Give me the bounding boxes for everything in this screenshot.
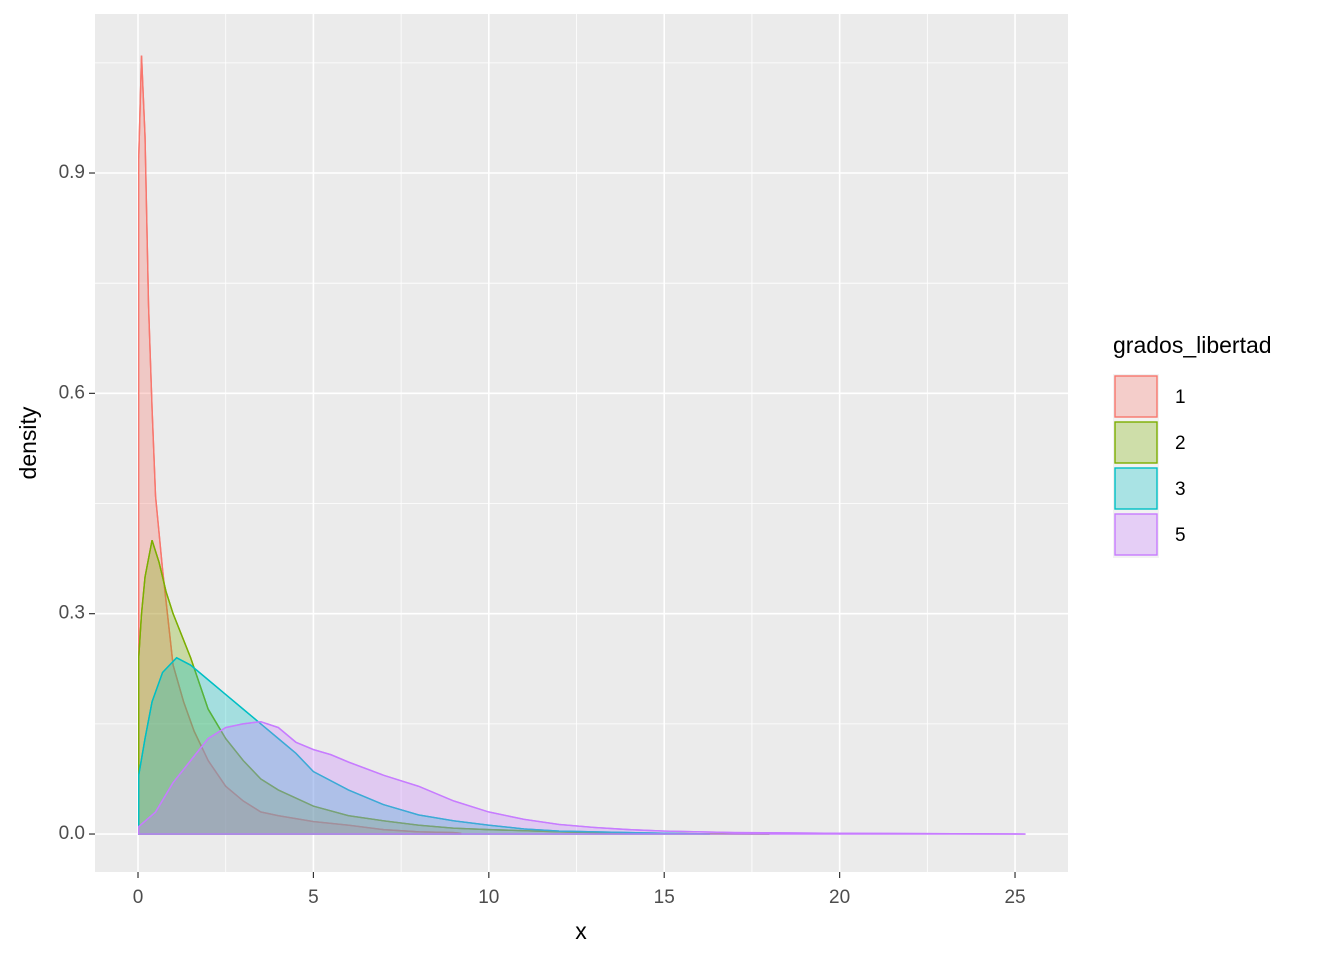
legend-title: grados_libertad	[1113, 332, 1272, 358]
legend-key	[1114, 375, 1158, 418]
x-tick-label: 20	[829, 887, 850, 908]
plot-area	[138, 55, 1026, 835]
axes: 0 5 10 15 20 25 0.0 0.3 0.6 0.9	[59, 162, 1026, 908]
x-tick-label: 0	[133, 887, 144, 908]
density-line	[138, 540, 770, 835]
x-tick-label: 10	[478, 887, 499, 908]
legend-key-background	[1113, 512, 1159, 558]
y-tick-label: 0.9	[59, 162, 85, 183]
x-tick-label: 15	[654, 887, 675, 908]
legend-key	[1114, 467, 1158, 510]
legend-label: 2	[1175, 433, 1186, 454]
density-line	[138, 720, 1026, 835]
panel-background	[95, 14, 1068, 872]
x-tick-label: 5	[308, 887, 319, 908]
grid	[95, 14, 1068, 872]
y-axis-title: density	[15, 406, 41, 479]
legend-label: 5	[1175, 525, 1186, 546]
legend-key	[1114, 421, 1158, 464]
legend-key-background	[1113, 420, 1159, 466]
legend: 1 2 3 5	[1113, 374, 1186, 558]
legend-label: 1	[1175, 387, 1186, 408]
legend-key-background	[1113, 374, 1159, 420]
x-tick-label: 25	[1004, 887, 1025, 908]
y-tick-label: 0.3	[59, 603, 85, 624]
density-line	[138, 656, 710, 835]
legend-key-background	[1113, 466, 1159, 512]
x-axis-title: x	[575, 918, 587, 944]
y-tick-label: 0.6	[59, 382, 85, 403]
density-line	[138, 55, 461, 834]
legend-label: 3	[1175, 479, 1186, 500]
legend-key	[1114, 513, 1158, 556]
y-tick-label: 0.0	[59, 823, 85, 844]
